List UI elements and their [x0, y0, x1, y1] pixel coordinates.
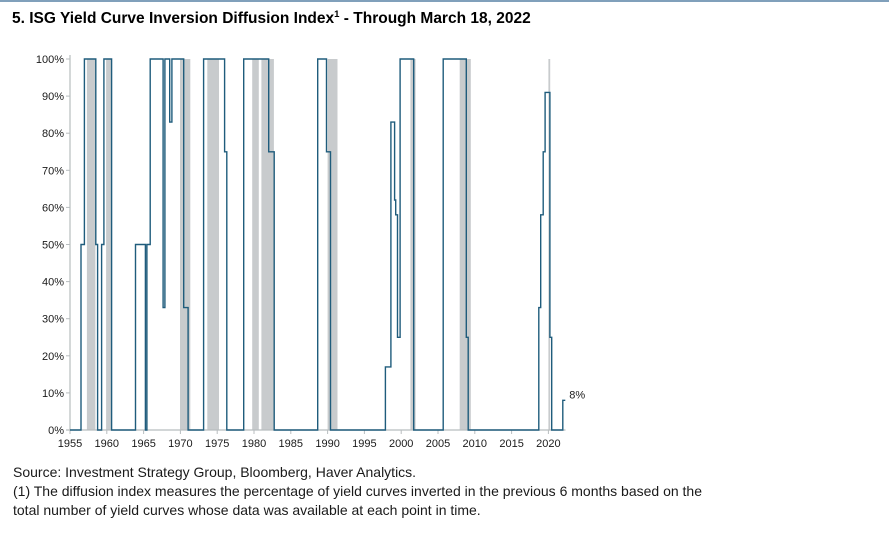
- y-tick-label: 10%: [42, 388, 64, 400]
- recession-band: [207, 59, 219, 430]
- footnote-line-2: total number of yield curves whose data …: [13, 502, 481, 518]
- recession-band: [327, 59, 338, 430]
- y-tick-label: 20%: [42, 351, 64, 363]
- x-tick-label: 2020: [536, 438, 560, 450]
- recession-band: [106, 59, 112, 430]
- x-tick-label: 2005: [426, 438, 450, 450]
- y-tick-label: 70%: [42, 165, 64, 177]
- recession-band: [86, 59, 96, 430]
- x-tick-label: 1990: [315, 438, 339, 450]
- recession-band: [459, 59, 471, 430]
- recession-band: [180, 59, 191, 430]
- y-tick-label: 100%: [36, 54, 64, 66]
- x-tick-label: 1955: [58, 438, 82, 450]
- chart-title: 5. ISG Yield Curve Inversion Diffusion I…: [12, 9, 531, 28]
- y-tick-label: 90%: [42, 91, 64, 103]
- x-tick-label: 1975: [205, 438, 229, 450]
- end-value-label: 8%: [569, 389, 585, 401]
- y-tick-label: 50%: [42, 240, 64, 252]
- chart-footer: Source: Investment Strategy Group, Bloom…: [13, 463, 869, 520]
- y-tick-label: 40%: [42, 277, 64, 289]
- y-tick-label: 80%: [42, 128, 64, 140]
- x-tick-label: 1965: [131, 438, 155, 450]
- x-tick-label: 1970: [168, 438, 192, 450]
- y-tick-label: 60%: [42, 202, 64, 214]
- chart-title-suffix: - Through March 18, 2022: [339, 10, 531, 28]
- chart-title-main: 5. ISG Yield Curve Inversion Diffusion I…: [12, 10, 335, 28]
- recession-band: [261, 59, 274, 430]
- recession-band: [252, 59, 259, 430]
- x-tick-label: 1995: [352, 438, 376, 450]
- x-tick-label: 2015: [499, 438, 523, 450]
- series-line: [70, 58, 566, 431]
- top-rule: [0, 0, 889, 2]
- y-tick-label: 0%: [48, 425, 64, 437]
- x-tick-label: 2010: [463, 438, 487, 450]
- x-tick-label: 1960: [95, 438, 119, 450]
- footnote-line-1: (1) The diffusion index measures the per…: [13, 483, 703, 499]
- chart-title-footnote-marker: 1: [334, 9, 340, 20]
- x-tick-label: 1980: [242, 438, 266, 450]
- source-line: Source: Investment Strategy Group, Bloom…: [13, 464, 417, 480]
- x-tick-label: 1985: [279, 438, 303, 450]
- x-tick-label: 2000: [389, 438, 413, 450]
- y-tick-label: 30%: [42, 314, 64, 326]
